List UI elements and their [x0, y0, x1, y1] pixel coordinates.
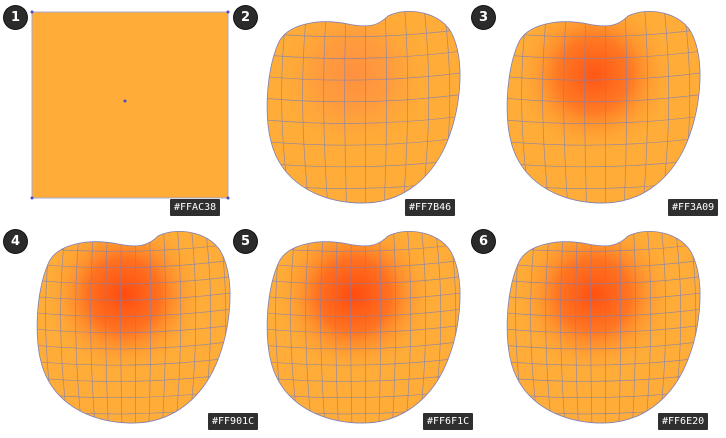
mesh-blob-artwork[interactable]: [8, 226, 238, 436]
step-1-panel: 1 #FFAC38: [4, 6, 238, 216]
blob-highlight-fill: [507, 11, 701, 204]
color-hex-label: #FF6E20: [658, 413, 709, 430]
step-5-panel: 5 #FF6F1C: [234, 226, 474, 436]
square-artboard[interactable]: [8, 6, 238, 216]
anchor-point: [226, 10, 230, 14]
step-number-badge: 5: [234, 230, 257, 253]
color-hex-label: #FF3A09: [668, 199, 719, 216]
color-hex-label: #FFAC38: [170, 199, 221, 216]
step-3-panel: 3 #FF3A09: [472, 6, 719, 216]
blob-highlight-fill: [267, 11, 461, 204]
anchor-point: [226, 196, 230, 200]
blob-highlight-fill: [267, 231, 461, 424]
step-number-badge: 2: [234, 6, 257, 29]
blob-outline: [36, 230, 231, 424]
mesh-blob-artwork[interactable]: [238, 226, 468, 436]
color-hex-label: #FF7B46: [405, 199, 456, 216]
color-hex-label: #FF901C: [208, 413, 259, 430]
step-4-panel: 4 #FF901C: [4, 226, 259, 436]
step-2-panel: 2 #FF7B46: [234, 6, 468, 216]
anchor-point: [30, 10, 34, 14]
color-hex-label: #FF6F1C: [423, 413, 474, 430]
square-shape: [31, 11, 229, 199]
step-number-badge: 6: [472, 230, 495, 253]
mesh-blob-artwork[interactable]: [238, 6, 468, 216]
mesh-blob-artwork[interactable]: [478, 226, 708, 436]
step-number-badge: 4: [4, 230, 27, 253]
blob-outline: [266, 230, 461, 424]
step-number-badge: 3: [472, 6, 495, 29]
blob-highlight-fill: [37, 231, 231, 424]
blob-outline: [266, 10, 461, 204]
step-6-panel: 6 #FF6E20: [472, 226, 709, 436]
blob-highlight-fill: [507, 231, 701, 424]
blob-outline: [506, 230, 701, 424]
anchor-point: [30, 196, 34, 200]
blob-outline: [506, 10, 701, 204]
step-number-badge: 1: [4, 6, 27, 29]
mesh-blob-artwork[interactable]: [478, 6, 708, 216]
anchor-point: [123, 99, 127, 103]
